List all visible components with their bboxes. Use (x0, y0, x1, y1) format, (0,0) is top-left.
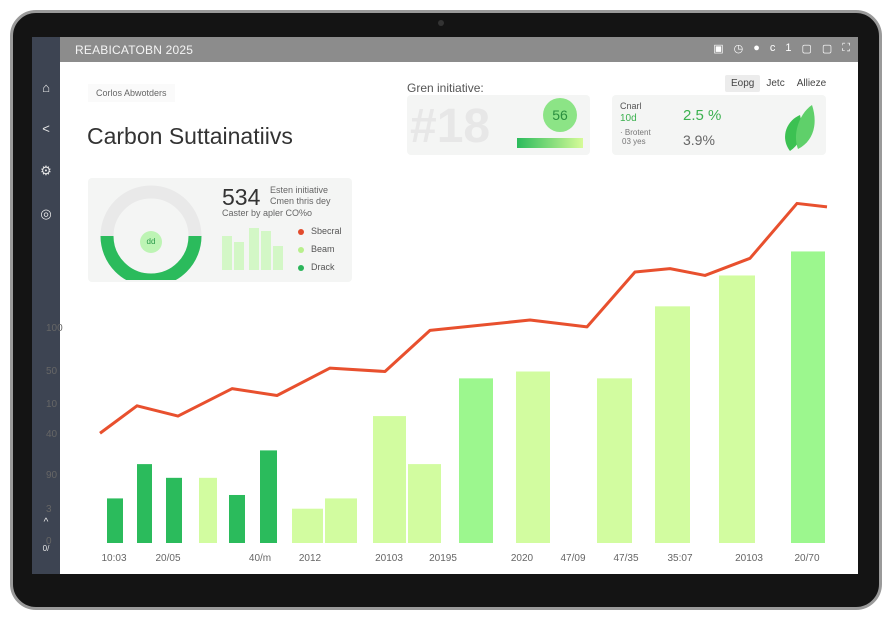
x-tick-label: 47/09 (560, 553, 586, 564)
x-tick-label: 20103 (735, 553, 763, 564)
screen: ⌂ < ⚙ ◎ ^ 0/ REABICATOBN 2025 ▣ ◷ ● c 1 … (32, 37, 858, 574)
summary-desc-line: Cmen thris dey (270, 196, 331, 206)
legend: Sbecral Beam Drack (298, 222, 342, 276)
chart-bar (459, 378, 493, 543)
chart-bar (199, 477, 217, 543)
y-tick-label: 10 (46, 399, 58, 410)
chart-bar (516, 371, 550, 543)
chart-bar (597, 378, 632, 543)
progress-bar (517, 138, 583, 148)
main-chart (99, 201, 828, 543)
x-tick-label: 20/05 (155, 553, 181, 564)
chart-bar (719, 275, 755, 543)
y-tick-label: 3 (46, 504, 52, 515)
summary-desc-line: Esten initiative (270, 185, 329, 195)
legend-item: Sbecral (298, 222, 342, 240)
stat-value-primary: 2.5 % (683, 107, 722, 124)
rank-number: #18 (410, 100, 491, 153)
chart-line (99, 201, 828, 435)
donut-center-badge (140, 231, 162, 253)
chart-bar (791, 251, 825, 543)
legend-dot (298, 264, 304, 271)
x-tick-label: 20195 (429, 553, 457, 564)
tab-bar: Eopg Jetc Allieze (725, 75, 832, 92)
chart-bar (325, 498, 357, 543)
x-tick-label: 2012 (298, 553, 322, 564)
summary-value: 534 (222, 184, 261, 210)
share-icon[interactable]: < (42, 121, 50, 136)
mini-bar (234, 242, 244, 270)
score-badge: 56 (543, 98, 577, 132)
topbar: REABICATOBN 2025 ▣ ◷ ● c 1 ▢ ▢ ⛶ (60, 37, 858, 62)
summary-subtitle: Caster by apler CO%o (222, 208, 313, 218)
x-tick-label: 10:03 (101, 553, 127, 564)
tab-eopg[interactable]: Eopg (725, 75, 761, 92)
green-initiative-label: Gren initiative: (407, 81, 484, 95)
legend-item: Drack (298, 258, 342, 276)
mini-bar (249, 228, 259, 270)
y-tick-label: 40 (46, 429, 58, 440)
y-tick-label: 100 (46, 323, 63, 334)
globe-icon[interactable]: ◎ (40, 206, 52, 221)
x-tick-label: 47/35 (613, 553, 639, 564)
clock-icon[interactable]: ◷ (733, 43, 744, 55)
chart-bar (292, 508, 323, 543)
chart-bar (137, 464, 152, 543)
mini-bar-chart (222, 228, 283, 270)
tab-jetc[interactable]: Jetc (766, 78, 785, 89)
y-tick-label: 0 (46, 536, 52, 547)
legend-dot (298, 246, 304, 253)
y-tick-label: 50 (46, 366, 58, 377)
stat-sub: 03 yes (622, 137, 646, 146)
x-tick-label: 20103 (375, 553, 403, 564)
mini-bar (273, 246, 283, 270)
chart-bar (408, 464, 441, 543)
y-tick-label: 90 (46, 470, 58, 481)
topbar-icons: ▣ ◷ ● c 1 ▢ ▢ ⛶ (713, 42, 850, 55)
x-tick-label: 2020 (510, 553, 534, 564)
page-title: Carbon Suttainatiivs (87, 123, 293, 149)
stat-label: · Brotent (620, 128, 651, 137)
copy-icon[interactable]: ▢ (821, 43, 833, 55)
refresh-icon[interactable]: c (769, 42, 776, 54)
donut-chart (100, 185, 202, 280)
chart-bar (229, 494, 245, 543)
chart-bar (260, 450, 277, 543)
tab-allieze[interactable]: Allieze (796, 78, 827, 89)
stats-card: Cnarl 10d · Brotent 03 yes 2.5 % 3.9% (612, 95, 826, 155)
stat-label: Cnarl (620, 101, 642, 111)
x-tick-label: 35:07 (667, 553, 693, 564)
stat-sub: 10d (620, 113, 637, 124)
summary-card: dd 534 Esten initiative Cmen thris dey C… (88, 178, 352, 282)
chat-icon[interactable]: ● (753, 42, 760, 54)
breadcrumb[interactable]: Corlos Abwotders (88, 84, 175, 102)
legend-item: Beam (298, 240, 342, 258)
green-initiative-card: #18 56 (407, 95, 590, 155)
settings-icon[interactable]: ⚙ (40, 163, 52, 178)
camera (438, 20, 444, 26)
chart-bar (166, 477, 182, 543)
donut-fill (100, 235, 202, 280)
mini-bar (261, 231, 271, 270)
chart-bar (655, 306, 690, 543)
collapse-up-icon[interactable]: ^ (43, 517, 49, 528)
one-icon[interactable]: 1 (785, 42, 792, 54)
donut-center-text: dd (146, 237, 156, 246)
summary-desc: Esten initiative Cmen thris dey (270, 185, 331, 207)
legend-dot (298, 228, 304, 235)
leaf-icon (785, 105, 815, 151)
calendar-icon[interactable]: ▣ (713, 43, 724, 55)
chart-bar (373, 416, 406, 543)
x-tick-label: 20/70 (794, 553, 820, 564)
chart-bar (107, 498, 123, 543)
sidebar-footer-text: 0/ (42, 544, 50, 553)
expand-icon[interactable]: ⛶ (842, 42, 850, 54)
x-tick-label: 40/m (248, 553, 272, 564)
mini-bar (222, 236, 232, 270)
stat-value-secondary: 3.9% (683, 132, 715, 148)
home-icon[interactable]: ⌂ (42, 80, 50, 95)
window-icon[interactable]: ▢ (801, 43, 812, 55)
sidebar: ⌂ < ⚙ ◎ ^ 0/ (32, 37, 60, 574)
app-title: REABICATOBN 2025 (75, 43, 194, 57)
